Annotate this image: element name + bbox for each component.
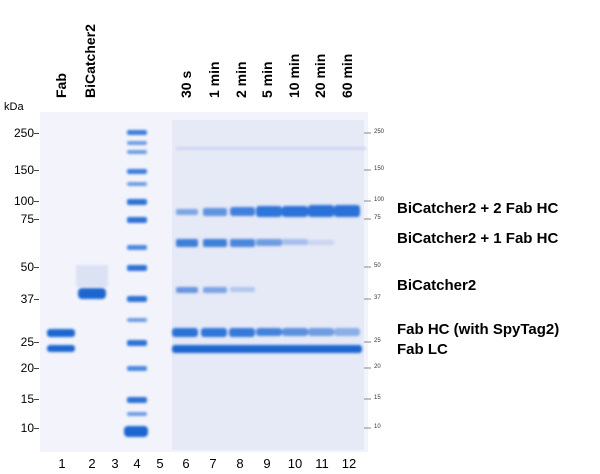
lane-number-5: 5 [156, 456, 164, 471]
lane-2-bands [76, 265, 108, 299]
right-mw-100: 100 [374, 197, 385, 203]
kda-unit-label: kDa [4, 101, 24, 113]
lane-header-6: 30 s [178, 70, 194, 98]
lane-number-4: 4 [133, 456, 141, 471]
band-label-fab-hc: Fab HC (with SpyTag2) [397, 321, 560, 338]
lane-number-10: 10 [287, 456, 303, 471]
mw-marker-75: 75 [20, 212, 34, 226]
mw-tick [34, 399, 39, 400]
mw-marker-250: 250 [13, 126, 34, 140]
right-mw-15: 15 [374, 395, 381, 401]
band-label-bicatcher2: BiCatcher2 [397, 277, 477, 294]
right-mw-150: 150 [374, 166, 385, 172]
lane-number-11: 11 [315, 456, 329, 471]
lane-header-7: 1 min [206, 61, 222, 98]
mw-tick [34, 299, 39, 300]
right-mw-20: 20 [374, 364, 381, 370]
lane-4-ladder [124, 130, 148, 437]
lane-header-8: 2 min [233, 61, 249, 98]
mw-marker-50: 50 [20, 260, 34, 274]
mw-tick [34, 428, 39, 429]
mw-tick [34, 368, 39, 369]
mw-tick [34, 201, 39, 202]
mw-marker-150: 150 [13, 163, 34, 177]
right-ladder-ticks [364, 132, 371, 429]
lane-number-9: 9 [263, 456, 271, 471]
lane-number-2: 2 [88, 456, 96, 471]
mw-tick [34, 133, 39, 134]
mw-tick [34, 342, 39, 343]
mw-tick [34, 170, 39, 171]
band-label-fab-lc: Fab LC [397, 341, 448, 358]
lane-header-11: 20 min [312, 53, 328, 98]
lane-number-12: 12 [341, 456, 357, 471]
lane-number-8: 8 [236, 456, 244, 471]
right-mw-75: 75 [374, 215, 381, 221]
lane-number-3: 3 [111, 456, 119, 471]
lane-1-bands [47, 329, 75, 352]
right-mw-10: 10 [374, 424, 381, 430]
mw-marker-15: 15 [20, 392, 34, 406]
lane-number-1: 1 [58, 456, 66, 471]
mw-marker-37: 37 [20, 292, 34, 306]
mw-marker-100: 100 [13, 194, 34, 208]
mw-marker-10: 10 [20, 421, 34, 435]
mw-marker-20: 20 [20, 361, 34, 375]
time-course-bands [172, 147, 366, 353]
lane-header-10: 10 min [286, 53, 302, 98]
right-mw-37: 37 [374, 295, 381, 301]
band-label-2-fab-hc: BiCatcher2 + 2 Fab HC [397, 200, 559, 217]
lane-header-12: 60 min [339, 53, 355, 98]
lane-header-9: 5 min [259, 61, 275, 98]
lane-number-6: 6 [182, 456, 190, 471]
mw-tick [34, 267, 39, 268]
lane-header-1: Fab [53, 73, 69, 98]
right-mw-25: 25 [374, 338, 381, 344]
lane-number-7: 7 [209, 456, 217, 471]
right-mw-250: 250 [374, 129, 385, 135]
lane-header-2: BiCatcher2 [82, 24, 98, 98]
gel-lane-smear [172, 120, 364, 450]
band-label-1-fab-hc: BiCatcher2 + 1 Fab HC [397, 230, 559, 247]
mw-tick [34, 219, 39, 220]
mw-marker-25: 25 [20, 335, 34, 349]
right-mw-50: 50 [374, 263, 381, 269]
